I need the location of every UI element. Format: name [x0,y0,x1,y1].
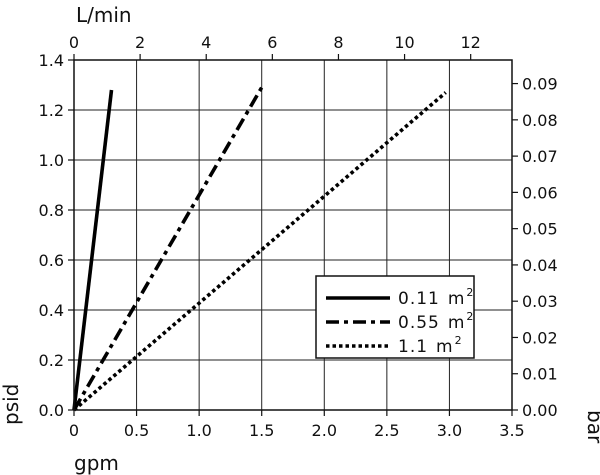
y-tick-label-6: 1.2 [39,101,64,120]
x2-tick-label-5: 10 [394,33,414,52]
y-tick-label-5: 1.0 [39,151,64,170]
y2-axis-title: bar [583,410,600,444]
x2-tick-label-0: 0 [69,33,79,52]
y2-tick-label-9: 0.09 [522,75,558,94]
series-layer [72,86,447,412]
series-line-2 [72,91,447,412]
legend: 0.11 m 20.55 m 21.1 m 2 [315,275,475,359]
legend-exponent-2: 2 [455,334,462,347]
legend-unit-2: m [436,337,454,357]
y-tick-label-4: 0.8 [39,201,64,220]
x2-axis-title: L/min [76,3,132,27]
legend-unit-0: m [448,289,466,309]
y2-tick-label-3: 0.03 [522,292,558,311]
y-tick-label-0: 0.0 [39,401,64,420]
y2-tick-label-0: 0.00 [522,401,558,420]
y-tick-label-1: 0.2 [39,351,64,370]
x-tick-label-0: 0 [69,421,79,440]
legend-label-2: 1.1 [398,337,428,357]
y-tick-label-2: 0.4 [39,301,64,320]
axes-layer [73,59,513,411]
grid-layer [74,60,512,410]
y2-tick-label-5: 0.05 [522,220,558,239]
y-tick-label-3: 0.6 [39,251,64,270]
x-tick-label-5: 2.5 [374,421,399,440]
legend-unit-1: m [448,313,466,333]
x-tick-label-2: 1.0 [186,421,211,440]
y2-tick-label-1: 0.01 [522,365,558,384]
series-line-1 [72,86,264,411]
x2-tick-label-3: 6 [267,33,277,52]
x-axis-title: gpm [74,451,119,475]
legend-exponent-0: 2 [466,286,473,299]
plot-frame [73,59,513,411]
x2-tick-label-2: 4 [201,33,211,52]
y2-tick-label-4: 0.04 [522,256,558,275]
x2-tick-label-6: 12 [460,33,480,52]
ticks-layer: 0 0.5 1.0 1.5 2.0 2.5 3.0 3.5 0 2 4 6 8 10 12 0.0 0.2 0.4… [39,33,558,440]
x-tick-label-1: 0.5 [124,421,149,440]
legend-label-0: 0.11 [398,289,440,309]
y-tick-label-7: 1.4 [39,51,64,70]
x-tick-label-3: 1.5 [249,421,274,440]
y2-tick-label-8: 0.08 [522,111,558,130]
y2-tick-label-2: 0.02 [522,328,558,347]
y-axis-title: psid [0,384,23,425]
y2-tick-label-6: 0.06 [522,183,558,202]
x-tick-label-4: 2.0 [312,421,337,440]
y2-tick-label-7: 0.07 [522,147,558,166]
x-tick-label-7: 3.5 [499,421,524,440]
legend-exponent-1: 2 [466,310,473,323]
x2-tick-label-4: 8 [333,33,343,52]
x-tick-label-6: 3.0 [437,421,462,440]
series-line-0 [72,89,114,411]
x2-tick-label-1: 2 [135,33,145,52]
legend-label-1: 0.55 [398,313,440,333]
